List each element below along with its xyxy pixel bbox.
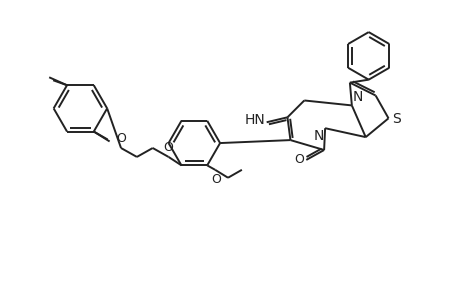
- Text: O: O: [163, 141, 173, 154]
- Text: O: O: [211, 173, 221, 186]
- Text: N: N: [352, 90, 363, 104]
- Text: HN: HN: [244, 113, 265, 127]
- Text: O: O: [294, 153, 304, 167]
- Text: S: S: [392, 112, 400, 126]
- Text: N: N: [313, 129, 324, 143]
- Text: O: O: [116, 132, 126, 145]
